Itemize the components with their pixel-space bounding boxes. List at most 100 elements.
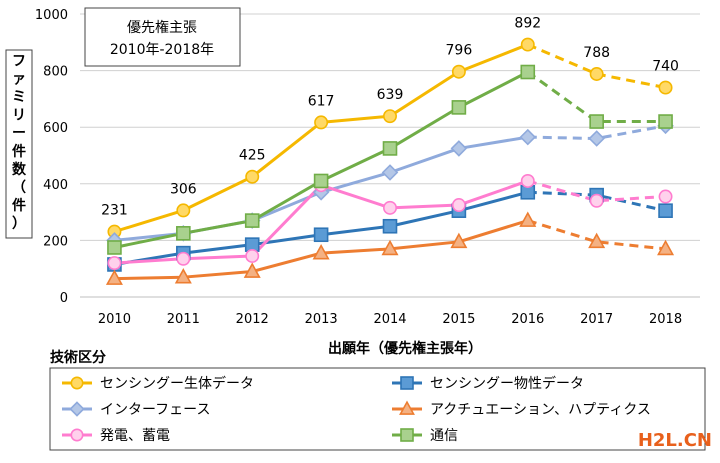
x-tick-label: 2016 (511, 312, 544, 327)
data-point (381, 239, 399, 256)
data-label: 306 (170, 181, 197, 197)
data-point (451, 64, 466, 79)
data-point (176, 251, 191, 266)
legend-item: アクチュエーション、ハプティクス (392, 400, 651, 418)
legend-box (49, 367, 706, 451)
legend-item: インターフェース (62, 401, 210, 418)
data-point (312, 243, 330, 260)
legend-item: センシングー物性データ (392, 375, 584, 392)
legend-marker (70, 428, 84, 442)
data-point (657, 239, 675, 256)
y-axis-label-char: ） (12, 216, 26, 232)
data-point (658, 189, 673, 204)
y-axis-label-char: フ (12, 53, 26, 69)
data-point (589, 114, 604, 129)
x-tick-label: 2011 (167, 312, 200, 327)
y-axis-label-char: 件 (12, 143, 26, 160)
y-tick-label: 800 (43, 65, 68, 80)
y-axis-label-char: ァ (12, 71, 26, 87)
legend-title: 技術区分 (50, 349, 106, 366)
data-point (519, 211, 537, 227)
data-point (313, 173, 329, 189)
data-point (588, 130, 605, 147)
y-axis-label-char: ミ (12, 90, 26, 106)
data-point (314, 115, 329, 130)
legend-item: センシングー生体データ (62, 375, 254, 392)
series-line-dashed (527, 43, 666, 90)
data-point (382, 218, 398, 234)
data-point (658, 203, 673, 218)
data-point (176, 203, 191, 218)
x-tick-label: 2012 (236, 312, 269, 327)
data-point (450, 140, 468, 157)
data-point (383, 200, 397, 215)
y-axis-label-char: リ (12, 108, 26, 124)
data-point (589, 193, 604, 208)
data-point (243, 262, 261, 278)
data-point (658, 80, 673, 95)
data-point (245, 169, 260, 184)
data-label: 740 (652, 59, 679, 75)
legend-marker (69, 401, 85, 417)
data-point (520, 64, 536, 80)
y-axis-label-char: （ (12, 180, 26, 196)
x-tick-label: 2018 (649, 312, 682, 327)
axis-layer: 0 200 400 600 800 1000 2010 2011 2012 2013 2014 201… (35, 8, 700, 327)
data-label: 788 (583, 45, 610, 61)
data-point (244, 213, 260, 228)
data-point (176, 226, 191, 241)
data-point (313, 227, 329, 243)
title-line-2: 2010年-2018年 (110, 42, 214, 58)
data-label: 425 (239, 148, 266, 164)
data-point (174, 268, 192, 284)
data-point (107, 256, 122, 271)
x-tick-label: 2017 (580, 312, 613, 327)
series-line-dashed (527, 179, 666, 203)
data-label: 892 (514, 16, 541, 32)
y-tick-label: 600 (43, 121, 68, 136)
series-points (107, 64, 673, 255)
y-tick-label: 1000 (35, 8, 68, 23)
legend-item: 通信 (392, 428, 458, 444)
series-points (107, 37, 673, 239)
data-label: 639 (377, 87, 404, 103)
legend-marker (399, 400, 415, 415)
legend-label: センシングー物性データ (430, 375, 584, 392)
data-point (107, 240, 122, 255)
data-label: 617 (308, 93, 335, 109)
y-tick-label: 400 (43, 178, 68, 193)
data-point (383, 109, 397, 124)
legend-marker (400, 428, 414, 442)
series-points (105, 211, 675, 285)
x-tick-label: 2015 (442, 312, 475, 327)
x-tick-label: 2010 (98, 312, 131, 327)
data-point (105, 269, 123, 285)
data-label: 231 (101, 203, 128, 219)
legend-marker (400, 376, 414, 390)
data-point (451, 198, 466, 212)
data-point (381, 164, 399, 181)
y-tick-label: 200 (43, 234, 68, 249)
data-label: 796 (446, 43, 473, 59)
title-line-1: 優先権主張 (127, 19, 197, 36)
data-point (658, 114, 673, 129)
data-point (520, 173, 535, 188)
series-layer (105, 37, 675, 285)
x-tick-label: 2014 (373, 312, 406, 327)
legend-label: 発電、蓄電 (100, 428, 170, 444)
data-point (589, 67, 604, 81)
y-axis-label-char: 数 (12, 161, 27, 178)
data-point (382, 141, 398, 156)
data-point (519, 128, 537, 146)
legend-label: アクチュエーション、ハプティクス (430, 402, 651, 418)
data-point (520, 37, 535, 52)
watermark: H2L.CN (638, 430, 712, 451)
data-point (588, 232, 606, 249)
data-point (245, 248, 260, 263)
y-axis-label-char: 件 (12, 197, 26, 214)
